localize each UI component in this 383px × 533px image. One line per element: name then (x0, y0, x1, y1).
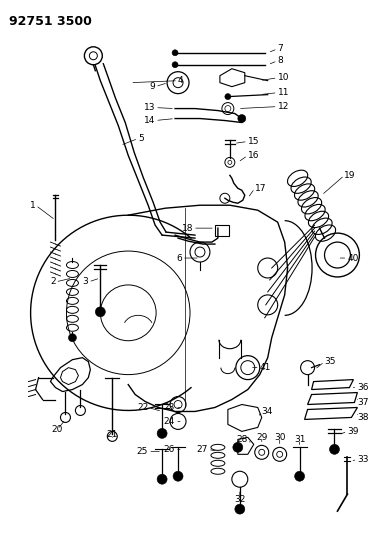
Circle shape (295, 471, 304, 481)
Text: 14: 14 (144, 116, 155, 125)
Circle shape (157, 429, 167, 438)
Text: 21: 21 (106, 430, 118, 439)
Circle shape (233, 442, 243, 453)
Text: 26: 26 (164, 445, 175, 454)
Circle shape (225, 94, 231, 100)
Circle shape (69, 334, 77, 342)
Text: 19: 19 (344, 171, 356, 180)
Circle shape (235, 504, 245, 514)
Text: 11: 11 (278, 88, 289, 97)
Circle shape (172, 50, 178, 56)
Text: 18: 18 (182, 224, 193, 232)
Text: 8: 8 (278, 56, 283, 65)
Circle shape (95, 307, 105, 317)
Text: 32: 32 (234, 495, 246, 504)
Text: 33: 33 (357, 455, 369, 464)
Text: 39: 39 (347, 427, 359, 436)
Text: 3: 3 (83, 278, 88, 286)
Text: 16: 16 (248, 151, 259, 160)
Text: 12: 12 (278, 102, 289, 111)
Text: 7: 7 (278, 44, 283, 53)
Text: 31: 31 (294, 435, 305, 444)
Circle shape (238, 115, 246, 123)
Text: 4: 4 (178, 76, 184, 85)
Text: 24: 24 (164, 417, 175, 426)
Text: 29: 29 (256, 433, 267, 442)
Text: 92751 3500: 92751 3500 (9, 15, 92, 28)
Text: 30: 30 (274, 433, 285, 442)
Text: 20: 20 (52, 425, 63, 434)
Text: 36: 36 (357, 383, 369, 392)
Circle shape (329, 445, 339, 454)
Text: 25: 25 (137, 447, 148, 456)
Text: 23: 23 (164, 403, 175, 412)
Text: 6: 6 (176, 254, 182, 263)
Text: 13: 13 (144, 103, 155, 112)
Text: 10: 10 (278, 73, 289, 82)
Circle shape (173, 471, 183, 481)
Text: 9: 9 (149, 82, 155, 91)
Text: 27: 27 (196, 445, 208, 454)
Text: 37: 37 (357, 398, 369, 407)
Text: 40: 40 (347, 254, 359, 263)
Text: 1: 1 (30, 201, 36, 209)
Circle shape (172, 62, 178, 68)
Text: 5: 5 (138, 134, 144, 143)
Text: 22: 22 (137, 403, 148, 412)
Text: 17: 17 (255, 184, 266, 193)
Text: 41: 41 (260, 363, 271, 372)
Text: 34: 34 (262, 407, 273, 416)
Text: 35: 35 (324, 357, 336, 366)
Text: 28: 28 (236, 435, 248, 444)
Text: 38: 38 (357, 413, 369, 422)
Circle shape (157, 474, 167, 484)
Text: 2: 2 (50, 278, 56, 286)
Text: 15: 15 (248, 137, 259, 146)
